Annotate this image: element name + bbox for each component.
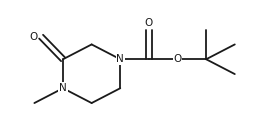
Text: O: O bbox=[173, 54, 182, 64]
Text: O: O bbox=[145, 18, 153, 28]
Text: N: N bbox=[59, 83, 67, 93]
Text: N: N bbox=[116, 54, 124, 64]
Text: O: O bbox=[29, 32, 38, 42]
